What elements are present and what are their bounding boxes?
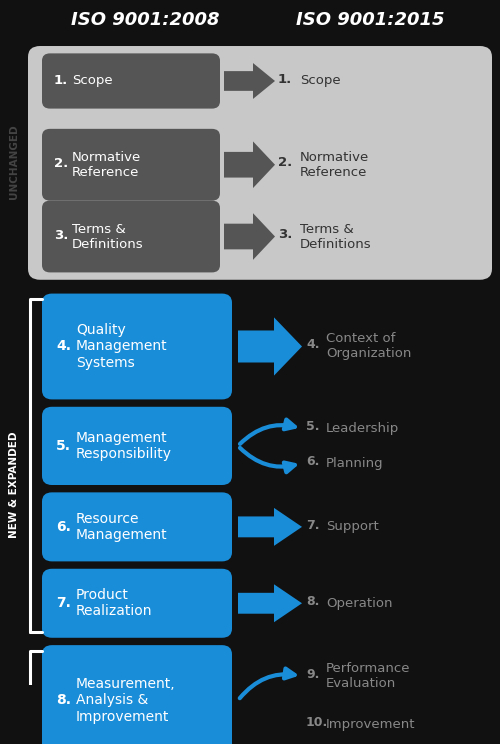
FancyBboxPatch shape — [42, 568, 232, 638]
Text: Terms &
Definitions: Terms & Definitions — [300, 222, 372, 251]
Text: Leadership: Leadership — [326, 422, 399, 435]
Text: Scope: Scope — [72, 74, 112, 88]
FancyBboxPatch shape — [42, 493, 232, 562]
Polygon shape — [238, 508, 302, 546]
Text: 6.: 6. — [56, 520, 71, 534]
Text: Improvement: Improvement — [326, 718, 416, 731]
Text: Quality
Management
Systems: Quality Management Systems — [76, 324, 168, 370]
FancyBboxPatch shape — [42, 407, 232, 485]
Text: 2.: 2. — [278, 156, 292, 170]
Text: Scope: Scope — [300, 74, 341, 88]
Text: Context of
Organization: Context of Organization — [326, 333, 412, 361]
Text: 4.: 4. — [306, 339, 320, 351]
Text: 5.: 5. — [56, 439, 71, 453]
Text: 3.: 3. — [54, 229, 68, 242]
Text: NEW & EXPANDED: NEW & EXPANDED — [9, 432, 19, 538]
FancyBboxPatch shape — [42, 129, 220, 201]
Text: Planning: Planning — [326, 457, 384, 469]
Text: 9.: 9. — [306, 667, 320, 681]
Text: ISO 9001:2015: ISO 9001:2015 — [296, 11, 444, 29]
Polygon shape — [224, 214, 275, 260]
Text: Product
Realization: Product Realization — [76, 589, 152, 618]
Text: 8.: 8. — [306, 595, 320, 608]
FancyBboxPatch shape — [42, 294, 232, 400]
Text: 10.: 10. — [306, 716, 328, 729]
Text: 6.: 6. — [306, 455, 320, 468]
Text: Measurement,
Analysis &
Improvement: Measurement, Analysis & Improvement — [76, 677, 176, 724]
Text: Operation: Operation — [326, 597, 392, 610]
Text: Management
Responsibility: Management Responsibility — [76, 431, 172, 461]
Text: Performance
Evaluation: Performance Evaluation — [326, 662, 410, 690]
Text: 4.: 4. — [56, 339, 71, 353]
Text: Normative
Reference: Normative Reference — [72, 151, 142, 179]
Text: 1.: 1. — [54, 74, 68, 86]
Text: 3.: 3. — [278, 228, 292, 241]
Polygon shape — [224, 63, 275, 99]
FancyBboxPatch shape — [28, 46, 492, 280]
Text: ISO 9001:2008: ISO 9001:2008 — [71, 11, 219, 29]
Text: 8.: 8. — [56, 693, 71, 708]
Bar — [0, 0, 500, 40]
Text: 7.: 7. — [56, 596, 71, 610]
Text: Terms &
Definitions: Terms & Definitions — [72, 222, 144, 251]
FancyBboxPatch shape — [42, 201, 220, 272]
Text: 2.: 2. — [54, 157, 68, 170]
Text: Support: Support — [326, 520, 379, 533]
FancyBboxPatch shape — [42, 645, 232, 744]
Text: Resource
Management: Resource Management — [76, 512, 168, 542]
Text: 5.: 5. — [306, 420, 320, 433]
Text: 7.: 7. — [306, 519, 320, 531]
Polygon shape — [238, 584, 302, 622]
Text: 1.: 1. — [278, 73, 292, 86]
Text: UNCHANGED: UNCHANGED — [9, 125, 19, 199]
Text: Normative
Reference: Normative Reference — [300, 151, 369, 179]
Polygon shape — [238, 318, 302, 376]
Polygon shape — [224, 141, 275, 188]
FancyBboxPatch shape — [42, 54, 220, 109]
